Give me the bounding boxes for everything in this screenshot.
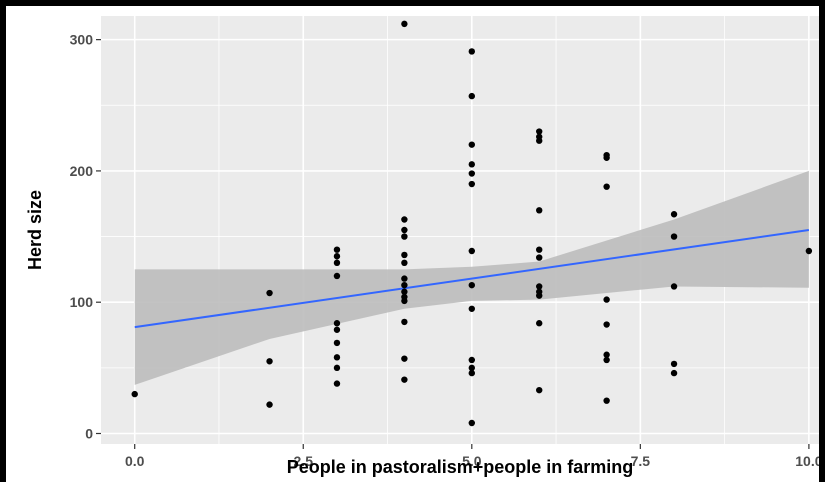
data-point: [401, 281, 408, 289]
data-point: [333, 364, 341, 372]
data-point: [670, 283, 678, 290]
data-point: [468, 281, 475, 289]
data-points: [131, 20, 813, 427]
data-point: [333, 259, 341, 267]
data-point: [603, 351, 610, 358]
scatter-chart: 0 100 200 300 0.0 2.5 5.0 7.5 10.0 People in pa…: [25, 16, 823, 477]
y-tick-label: 0: [85, 425, 93, 441]
data-point: [805, 247, 813, 255]
data-point: [670, 233, 678, 240]
data-point: [401, 233, 408, 240]
regression-line: [134, 229, 810, 329]
data-point: [333, 339, 341, 347]
data-point: [401, 216, 408, 223]
data-point: [536, 254, 543, 261]
data-point: [536, 137, 543, 144]
data-point: [333, 320, 341, 327]
data-point: [603, 356, 610, 364]
data-point: [333, 253, 341, 260]
x-tick-label: 0.0: [125, 453, 145, 469]
data-point: [468, 364, 475, 372]
data-point: [333, 380, 341, 387]
data-point: [401, 259, 408, 267]
data-point: [468, 356, 475, 364]
data-point: [468, 48, 475, 55]
x-tick-label: 7.5: [631, 453, 651, 469]
data-point: [401, 226, 408, 234]
data-point: [131, 390, 138, 398]
data-point: [536, 320, 543, 327]
data-point: [536, 283, 543, 290]
data-point: [536, 207, 543, 214]
y-tick-label: 100: [70, 294, 94, 310]
x-axis-ticks: 0.0 2.5 5.0 7.5 10.0: [125, 444, 823, 469]
x-tick-label: 10.0: [795, 453, 819, 469]
data-point: [536, 292, 543, 299]
data-point: [333, 272, 341, 280]
data-point: [670, 369, 678, 377]
y-tick-label: 200: [70, 163, 94, 179]
data-point: [468, 419, 475, 427]
data-point: [603, 183, 610, 190]
data-point: [333, 354, 341, 361]
data-point: [603, 296, 610, 303]
data-point: [401, 288, 408, 295]
data-point: [468, 161, 475, 168]
data-point: [333, 246, 341, 253]
data-point: [401, 251, 408, 259]
data-point: [266, 358, 273, 365]
data-point: [536, 128, 543, 135]
data-point: [468, 170, 475, 177]
data-point: [401, 318, 408, 326]
x-tick-label: 2.5: [294, 453, 314, 469]
y-axis-ticks: 0 100 200 300: [70, 32, 101, 441]
data-point: [401, 275, 408, 282]
data-point: [468, 369, 475, 377]
data-point: [401, 376, 408, 383]
data-point: [468, 305, 475, 312]
y-tick-label: 300: [70, 32, 94, 48]
data-point: [603, 321, 610, 328]
data-point: [468, 180, 475, 188]
data-point: [266, 401, 273, 408]
x-axis-title: People in pastoralism+people in farming: [287, 457, 634, 477]
data-point: [468, 92, 475, 100]
data-point: [401, 20, 408, 28]
data-point: [603, 397, 610, 404]
data-point: [468, 247, 475, 255]
data-point: [670, 360, 678, 368]
data-point: [468, 141, 475, 148]
data-point: [536, 246, 543, 253]
data-point: [603, 154, 610, 161]
x-tick-label: 5.0: [462, 453, 482, 469]
y-axis-title: Herd size: [25, 190, 45, 270]
data-point: [670, 211, 678, 218]
data-point: [401, 297, 408, 305]
data-point: [401, 355, 408, 362]
data-point: [266, 289, 273, 297]
data-point: [536, 386, 543, 394]
data-point: [333, 326, 341, 333]
